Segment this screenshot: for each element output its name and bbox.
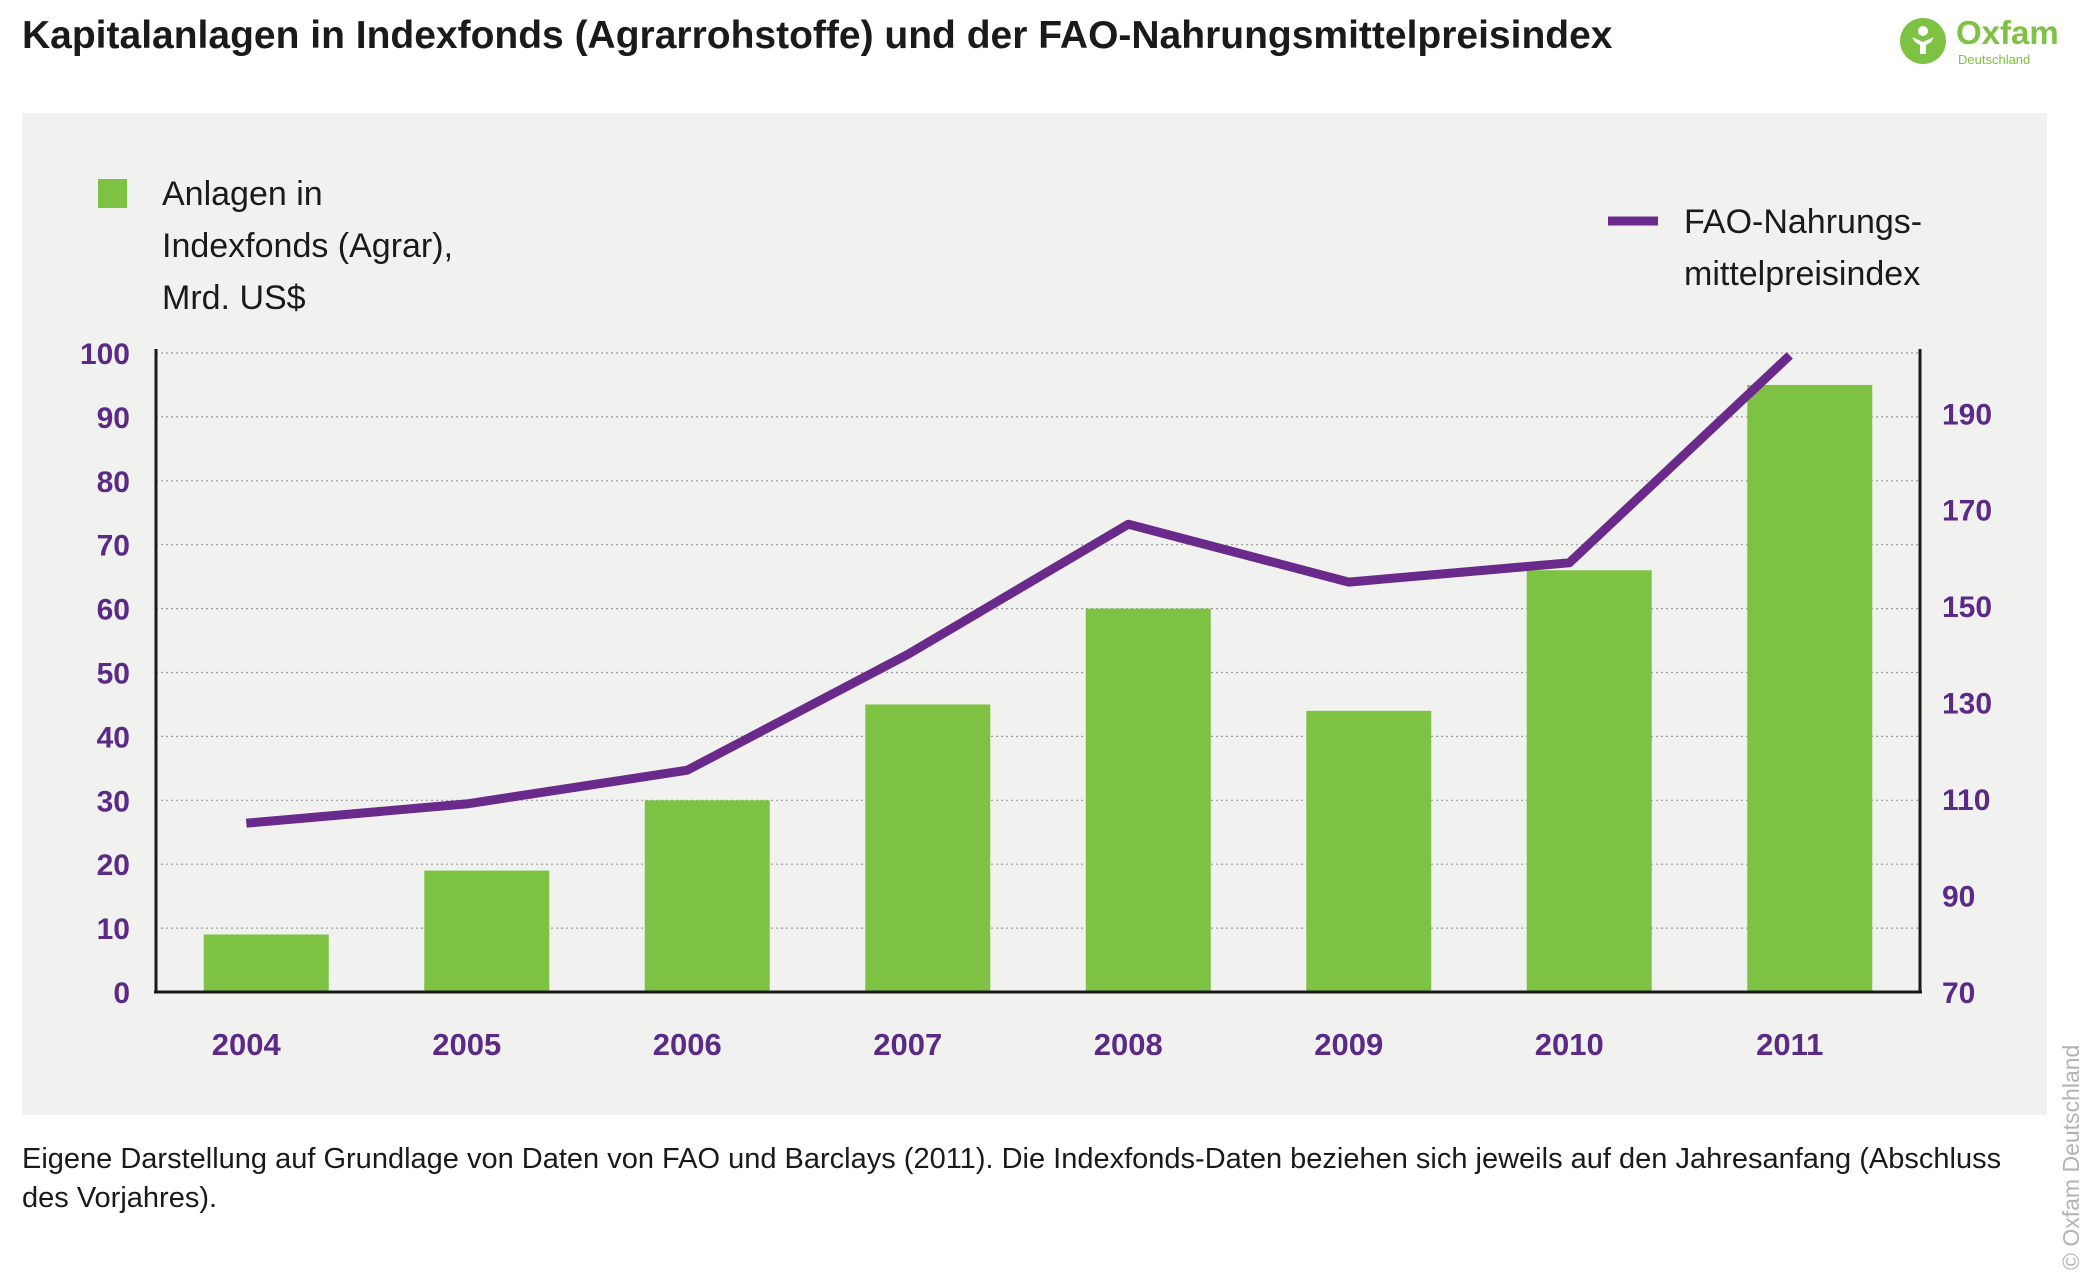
logo-subtitle: Deutschland bbox=[1958, 52, 2031, 67]
x-tick-label: 2010 bbox=[1535, 1027, 1604, 1062]
y-left-tick-label: 40 bbox=[97, 721, 130, 754]
y-right-tick-label: 190 bbox=[1942, 398, 1992, 431]
oxfam-person-icon bbox=[1900, 18, 1946, 64]
chart-panel: 0 10 20 30 40 50 60 70 80 90 100 70 90 110 130 150 170 19… bbox=[22, 113, 2047, 1115]
x-tick-label: 2011 bbox=[1756, 1027, 1823, 1062]
copyright-notice: © Oxfam Deutschland bbox=[2058, 1044, 2084, 1270]
logo-name: Oxfam bbox=[1956, 14, 2059, 51]
bar-2011 bbox=[1747, 384, 1873, 992]
x-tick-label: 2008 bbox=[1094, 1027, 1163, 1062]
y-right-tick-label: 130 bbox=[1942, 688, 1992, 721]
y-left-tick-label: 60 bbox=[97, 594, 130, 627]
x-tick-label: 2006 bbox=[653, 1027, 722, 1062]
y-right-tick-label: 170 bbox=[1942, 495, 1992, 528]
legend-line-label: mittelpreisindex bbox=[1684, 255, 1920, 293]
x-tick-label: 2004 bbox=[212, 1027, 282, 1062]
legend-line-label: FAO-Nahrungs- bbox=[1684, 203, 1922, 241]
x-tick-label: 2005 bbox=[432, 1027, 501, 1062]
bar-2008 bbox=[1085, 608, 1211, 992]
chart-title: Kapitalanlagen in Indexfonds (Agrarrohst… bbox=[22, 14, 1613, 57]
legend-bar-label: Indexfonds (Agrar), bbox=[162, 227, 453, 265]
legend-bar-label: Anlagen in bbox=[162, 175, 323, 213]
y-left-tick-label: 30 bbox=[97, 785, 130, 818]
bar-2009 bbox=[1306, 710, 1432, 992]
bar-2010 bbox=[1526, 570, 1652, 992]
legend-bar-label: Mrd. US$ bbox=[162, 279, 306, 317]
y-right-tick-label: 110 bbox=[1942, 784, 1990, 817]
y-right-tick-label: 150 bbox=[1942, 591, 1992, 624]
y-left-tick-label: 10 bbox=[97, 913, 130, 946]
x-tick-label: 2007 bbox=[873, 1027, 942, 1062]
y-left-tick-label: 50 bbox=[97, 658, 130, 691]
fao-index-line bbox=[245, 352, 1793, 828]
legend-bar-swatch bbox=[98, 179, 127, 208]
bar-2007 bbox=[865, 704, 991, 992]
y-left-tick-label: 70 bbox=[97, 530, 130, 563]
bar-2004 bbox=[203, 934, 329, 992]
x-tick-label: 2009 bbox=[1314, 1027, 1383, 1062]
y-left-tick-label: 20 bbox=[97, 849, 130, 882]
y-left-tick-label: 100 bbox=[80, 338, 130, 371]
chart-svg: 0 10 20 30 40 50 60 70 80 90 100 70 90 110 130 150 170 19… bbox=[80, 175, 1992, 1062]
y-right-tick-label: 70 bbox=[1942, 977, 1975, 1010]
y-right-tick-label: 90 bbox=[1942, 881, 1975, 914]
y-left-tick-label: 90 bbox=[97, 402, 130, 435]
bar-2005 bbox=[424, 870, 550, 992]
oxfam-logo: Oxfam Deutschland bbox=[1898, 14, 2068, 74]
footnote: Eigene Darstellung auf Grundlage von Dat… bbox=[22, 1143, 2002, 1214]
y-left-tick-label: 80 bbox=[97, 466, 130, 499]
bar-2006 bbox=[644, 800, 770, 992]
y-left-tick-label: 0 bbox=[113, 977, 130, 1010]
